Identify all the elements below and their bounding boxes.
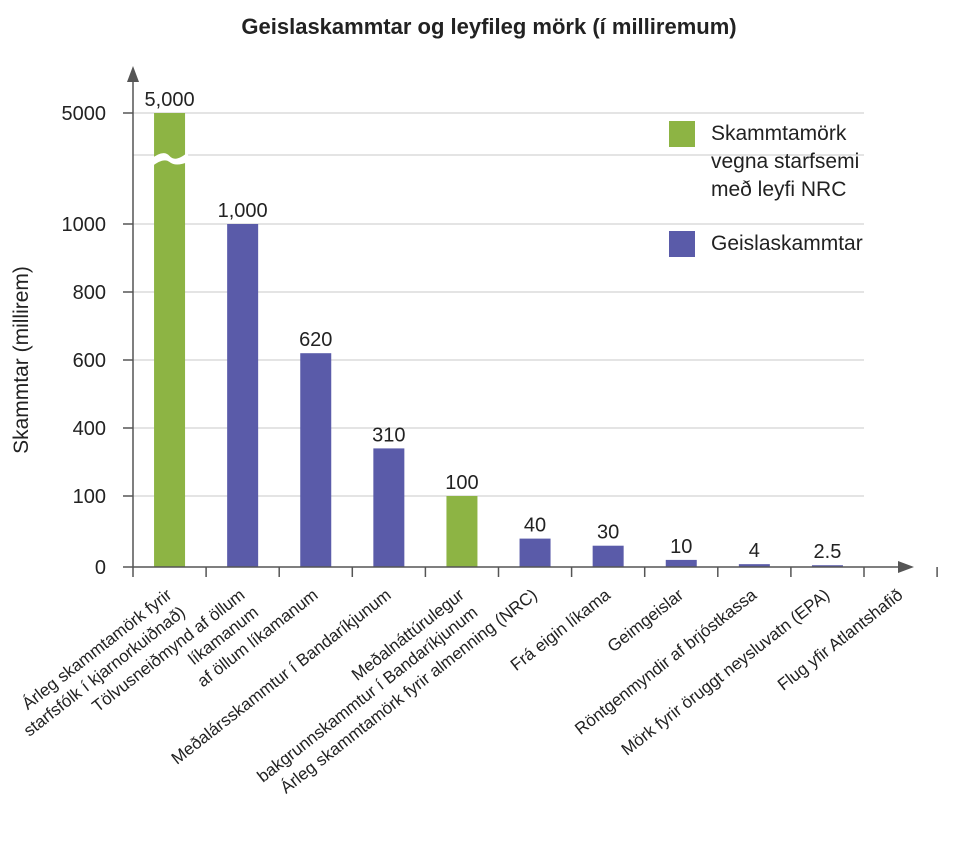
bar <box>519 538 551 567</box>
bar <box>373 448 405 567</box>
y-tick-label: 1000 <box>62 214 107 236</box>
bar <box>738 564 770 567</box>
x-tick-label-line: Árleg skammtamörk fyrir almenning (NRC) <box>277 585 541 797</box>
y-axis-arrow <box>127 66 139 82</box>
bar <box>811 565 843 567</box>
data-label: 100 <box>445 472 478 494</box>
bar <box>665 559 697 567</box>
data-label: 10 <box>670 536 692 558</box>
data-label: 5,000 <box>145 89 195 111</box>
legend-label-line: með leyfi NRC <box>711 178 846 201</box>
x-axis-arrow <box>898 561 914 573</box>
chart-title: Geislaskammtar og leyfileg mörk (í milli… <box>241 14 736 39</box>
y-ticks: 0 100 400 600 800 1000 5000 <box>62 103 107 579</box>
legend: Skammtamörk vegna starfsemi með leyfi NRC G… <box>669 121 863 257</box>
y-tick-label: 800 <box>73 282 106 304</box>
legend-swatch <box>669 231 695 257</box>
y-axis-label: Skammtar (millirem) <box>10 266 33 454</box>
legend-label: Skammtamörk vegna starfsemi með leyfi NRC <box>711 122 859 201</box>
legend-label-line: vegna starfsemi <box>711 150 859 173</box>
bar <box>154 113 186 567</box>
y-tick-label: 0 <box>95 557 106 579</box>
data-label: 4 <box>749 540 760 562</box>
bar <box>300 353 332 567</box>
y-tick-label: 100 <box>73 486 106 508</box>
y-tick-label: 400 <box>73 418 106 440</box>
legend-swatch <box>669 121 695 147</box>
bars: 5,000 1,000 620 310 100 40 30 10 4 2.5 <box>145 89 843 567</box>
axes <box>123 66 938 577</box>
x-tick-label-line: bakgrunnskammtur í Bandaríkjunum <box>254 603 482 787</box>
axis-break-marker <box>151 152 189 167</box>
legend-label-line: Skammtamörk <box>711 122 847 145</box>
data-label: 1,000 <box>218 200 268 222</box>
x-tick-label-line: starfsfólk í kjarnorkuiðnað) <box>20 603 189 741</box>
data-label: 310 <box>372 424 405 446</box>
data-label: 30 <box>597 522 619 544</box>
bar <box>227 224 259 567</box>
bar <box>446 496 478 567</box>
bar <box>592 545 624 567</box>
x-ticks: Árleg skammtamörk fyrirstarfsfólk í kjar… <box>18 585 906 797</box>
y-tick-label: 5000 <box>62 103 107 125</box>
data-label: 620 <box>299 329 332 351</box>
x-tick-label-line: Flug yfir Atlantshafið <box>774 585 906 694</box>
x-tick-label: Flug yfir Atlantshafið <box>774 585 906 694</box>
x-tick-label: Árleg skammtamörk fyrir almenning (NRC) <box>277 585 541 797</box>
data-label: 40 <box>524 515 546 537</box>
data-label: 2.5 <box>814 541 842 563</box>
y-tick-label: 600 <box>73 350 106 372</box>
legend-label-line: Geislaskammtar <box>711 232 863 255</box>
legend-label: Geislaskammtar <box>711 232 863 255</box>
